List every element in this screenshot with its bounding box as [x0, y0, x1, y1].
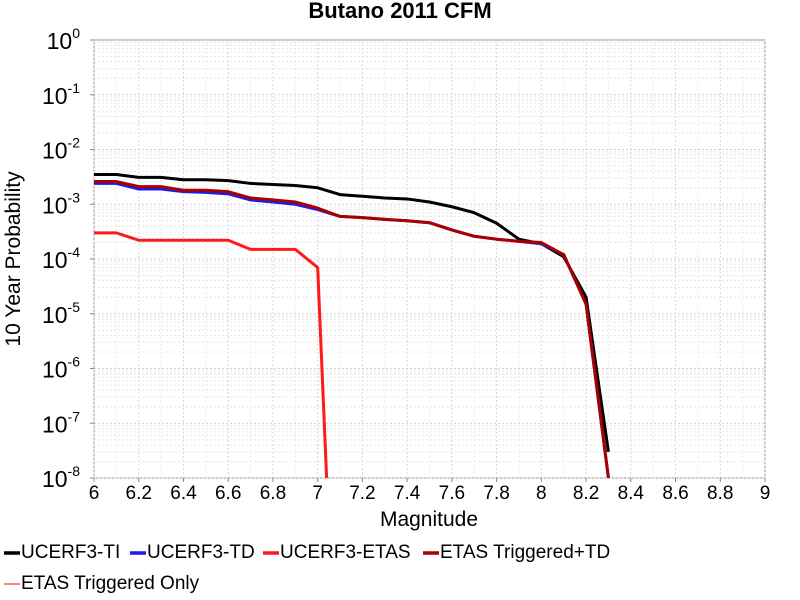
legend-label: ETAS Triggered Only [21, 573, 200, 594]
x-tick-label: 6.8 [260, 483, 286, 504]
x-tick-label: 6 [89, 483, 100, 504]
x-tick-label: 8 [536, 483, 547, 504]
x-tick-label: 9 [760, 483, 771, 504]
legend-item-1: UCERF3-TD [130, 542, 255, 563]
legend: UCERF3-TI UCERF3-TD UCERF3-ETAS ETAS Trigge… [4, 542, 610, 594]
legend-label: UCERF3-TI [21, 542, 120, 563]
x-axis-label: Magnitude [380, 508, 478, 531]
legend-item-2: UCERF3-ETAS [263, 542, 411, 563]
y-axis-label: 10 Year Probability [2, 171, 25, 347]
x-axis-ticks: 6 6.2 6.4 6.6 6.8 7 7.2 7.4 7.6 7.8 8 8.2 8.4 8.6 8.8 9 [89, 478, 771, 504]
x-tick-label: 7.2 [349, 483, 375, 504]
series-line-0 [94, 172, 610, 453]
x-tick-label: 8.8 [707, 483, 733, 504]
legend-item-0: UCERF3-TI [4, 542, 120, 563]
y-tick-label: 10-2 [42, 135, 80, 164]
legend-label: ETAS Triggered+TD [440, 542, 610, 563]
grid [93, 40, 766, 479]
x-tick-label: 8.2 [573, 483, 599, 504]
legend-label: UCERF3-TD [147, 542, 255, 563]
y-tick-label: 10-4 [42, 244, 80, 273]
y-tick-label: 10-1 [42, 80, 80, 109]
y-axis-ticks: 100 10-1 10-2 10-3 10-4 10-5 10-6 10-7 10-8 [42, 25, 94, 492]
x-tick-label: 7.4 [394, 483, 421, 504]
y-tick-label: 10-7 [42, 408, 80, 437]
x-tick-label: 7.6 [439, 483, 465, 504]
x-tick-label: 6.4 [170, 483, 197, 504]
x-tick-label: 6.2 [126, 483, 152, 504]
y-tick-label: 10-5 [42, 299, 80, 328]
y-tick-label: 100 [47, 25, 81, 54]
legend-item-4: ETAS Triggered Only [4, 573, 200, 594]
x-tick-label: 7 [312, 483, 323, 504]
series-line-2 [94, 231, 329, 478]
chart-title: Butano 2011 CFM [308, 0, 491, 23]
x-tick-label: 8.4 [618, 483, 645, 504]
x-tick-label: 7.8 [483, 483, 509, 504]
legend-item-3: ETAS Triggered+TD [423, 542, 610, 563]
y-tick-label: 10-8 [42, 463, 80, 492]
y-tick-label: 10-3 [42, 189, 80, 218]
x-tick-label: 8.6 [662, 483, 688, 504]
legend-label: UCERF3-ETAS [280, 542, 411, 563]
y-tick-label: 10-6 [42, 354, 80, 383]
series-lines [94, 172, 610, 478]
series-line-3 [94, 180, 610, 478]
x-tick-label: 6.6 [215, 483, 241, 504]
